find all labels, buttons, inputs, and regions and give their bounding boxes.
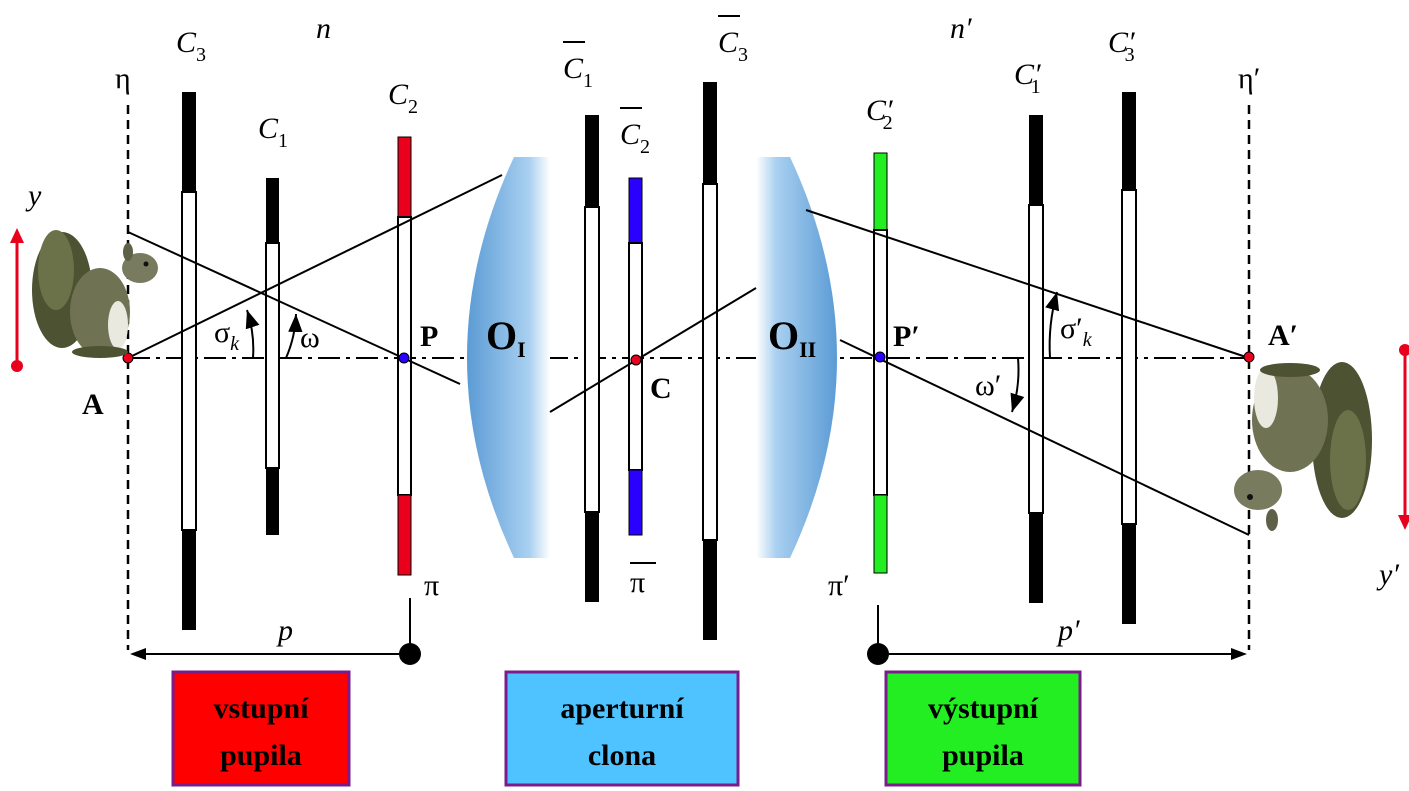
- omega-prime-label: ω′: [975, 369, 1001, 402]
- point-C: [630, 354, 642, 366]
- inverted-squirrel-icon: [1234, 362, 1372, 531]
- omega-arc: [285, 313, 303, 359]
- C2-prime-label: C′2: [866, 94, 893, 134]
- pi-label: π: [424, 569, 439, 602]
- exit-pupil-line2: pupila: [942, 739, 1024, 772]
- n-label: n: [316, 12, 331, 45]
- C3-bar-label: C3: [718, 26, 748, 66]
- stop-C1-prime: [1028, 115, 1044, 603]
- A-prime-label: A′: [1268, 319, 1298, 352]
- p-prime-arrowhead: [1231, 648, 1247, 660]
- stop-C3-prime: [1121, 92, 1137, 624]
- entrance-pupil-line1: vstupní: [213, 692, 309, 725]
- C1-prime-label: C′1: [1014, 58, 1041, 98]
- y-label: y: [25, 179, 42, 212]
- stop-C1: [265, 178, 280, 535]
- rays: [127, 174, 1250, 536]
- point-A: [122, 352, 134, 364]
- point-P-prime: [874, 351, 886, 363]
- aperture-stop-box: aperturní clona: [504, 670, 740, 787]
- pi-prime-dot: [867, 643, 889, 665]
- O1-label: OI: [486, 313, 526, 362]
- O2-label: OII: [768, 313, 816, 362]
- pi-dot: [399, 643, 421, 665]
- sigma-k-arc: [245, 309, 260, 359]
- pi-prime-label: π′: [828, 569, 850, 602]
- n-prime-label: n′: [950, 12, 972, 45]
- p-arrowhead: [130, 648, 146, 660]
- C3-label: C3: [176, 26, 206, 66]
- stop-C1-bar: [584, 115, 600, 602]
- pi-bar-label: π: [630, 566, 645, 599]
- point-A-prime: [1243, 351, 1255, 363]
- sigma-k-label: σk: [214, 316, 240, 355]
- aperture-stop-line2: clona: [588, 739, 656, 772]
- sigma-k-prime-arc: [1045, 291, 1060, 359]
- entrance-pupil-box: vstupní pupila: [171, 670, 351, 787]
- P-prime-label: P′: [893, 320, 920, 353]
- C2-label: C2: [388, 78, 418, 118]
- exit-pupil-line1: výstupní: [928, 692, 1039, 725]
- y-arrow: [10, 228, 24, 372]
- stop-C3-bar: [702, 82, 718, 640]
- y-prime-arrow: [1398, 344, 1409, 530]
- exit-pupil-box: výstupní pupila: [884, 670, 1082, 787]
- C-label: C: [650, 372, 672, 405]
- aperture-stop-line1: aperturní: [560, 692, 684, 725]
- omega-label: ω: [300, 321, 320, 354]
- eta-label: η: [115, 62, 131, 95]
- C3-prime-label: C′3: [1108, 26, 1135, 66]
- lens-O1: [467, 157, 550, 558]
- P-label: P: [420, 320, 438, 353]
- A-label: A: [82, 388, 104, 421]
- point-P: [398, 352, 410, 364]
- C2-bar-label: C2: [620, 118, 650, 158]
- p-prime-label: p′: [1056, 614, 1080, 647]
- C1-bar-label: C1: [563, 52, 593, 92]
- y-prime-label: y′: [1376, 558, 1399, 591]
- eta-prime-label: η′: [1238, 62, 1260, 95]
- omega-prime-arc: [1010, 357, 1025, 413]
- squirrel-icon: [32, 230, 158, 358]
- C1-label: C1: [258, 112, 288, 152]
- stop-C3: [181, 92, 197, 630]
- stop-C2-prime-exit-pupil: [873, 152, 888, 574]
- lens-O2: [756, 157, 837, 558]
- sigma-k-prime-label: σ′k: [1060, 312, 1093, 351]
- entrance-pupil-line2: pupila: [220, 739, 302, 772]
- p-label: p: [276, 614, 293, 647]
